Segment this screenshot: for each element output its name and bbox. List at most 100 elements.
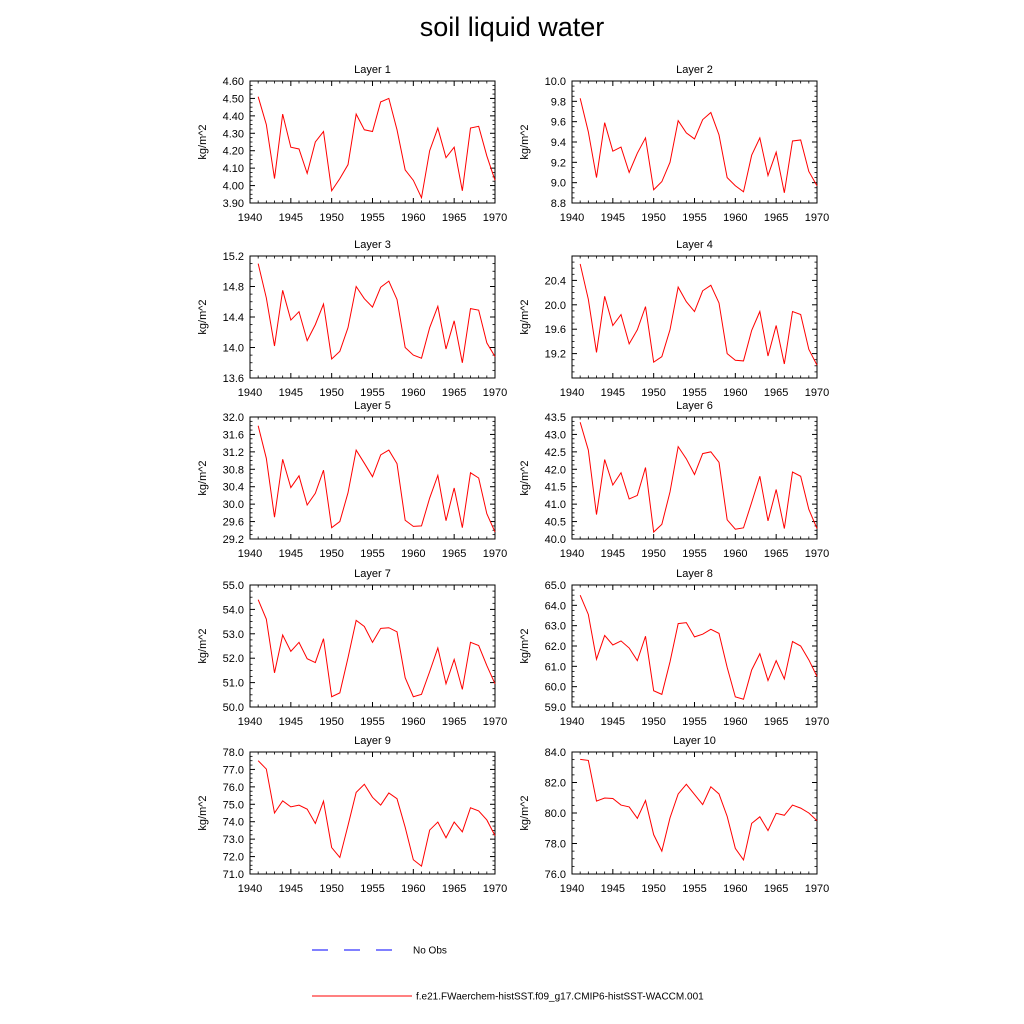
y-axis-label: kg/m^2 <box>197 460 209 495</box>
y-tick-label: 75.0 <box>223 799 244 811</box>
x-tick-label: 1945 <box>279 387 303 399</box>
x-tick-label: 1940 <box>238 387 262 399</box>
y-tick-label: 53.0 <box>223 629 244 641</box>
x-tick-label: 1965 <box>764 212 788 224</box>
x-tick-label: 1970 <box>483 212 507 224</box>
x-tick-label: 1960 <box>723 716 747 728</box>
panel-layer-3: Layer 3 kg/m^2 1940 1945 1950 1955 1960 1965 197… <box>197 239 507 399</box>
y-tick-label: 51.0 <box>223 678 244 690</box>
series-line <box>257 760 496 868</box>
x-tick-label: 1960 <box>401 548 425 560</box>
y-tick-label: 20.4 <box>545 275 566 287</box>
y-tick-label: 4.50 <box>223 93 244 105</box>
y-tick-label: 62.0 <box>545 641 566 653</box>
y-axis-label: kg/m^2 <box>519 124 531 159</box>
x-tick-label: 1950 <box>641 716 665 728</box>
x-tick-label: 1965 <box>764 548 788 560</box>
x-tick-label: 1945 <box>601 387 625 399</box>
panel-title: Layer 9 <box>354 735 391 747</box>
panel-title: Layer 3 <box>354 239 391 251</box>
plot-frame <box>571 416 818 540</box>
x-tick-label: 1970 <box>805 212 829 224</box>
x-tick-label: 1965 <box>442 387 466 399</box>
y-tick-label: 40.5 <box>545 517 566 529</box>
x-tick-label: 1970 <box>483 716 507 728</box>
x-tick-label: 1945 <box>601 883 625 895</box>
panel-layer-7: Layer 7 kg/m^2 1940 1945 1950 1955 1960 1965 197… <box>197 568 507 728</box>
y-axis-label: kg/m^2 <box>197 795 209 830</box>
y-tick-label: 15.2 <box>223 251 244 263</box>
series-line <box>579 422 818 534</box>
x-tick-label: 1955 <box>682 548 706 560</box>
y-tick-label: 14.0 <box>223 343 244 355</box>
panel-layer-2: Layer 2 kg/m^2 1940 1945 1950 1955 1960 1965 197… <box>519 64 829 224</box>
x-tick-label: 1955 <box>360 548 384 560</box>
x-tick-label: 1955 <box>682 716 706 728</box>
y-tick-label: 74.0 <box>223 817 244 829</box>
x-tick-label: 1940 <box>560 548 584 560</box>
x-tick-label: 1970 <box>483 387 507 399</box>
series-line <box>257 96 496 200</box>
y-tick-label: 52.0 <box>223 653 244 665</box>
x-tick-label: 1940 <box>238 883 262 895</box>
panel-layer-10: Layer 10 kg/m^2 1940 1945 1950 1955 1960 1965 19… <box>519 735 829 895</box>
panel-title: Layer 6 <box>676 400 713 412</box>
x-tick-label: 1955 <box>682 212 706 224</box>
x-tick-label: 1970 <box>805 883 829 895</box>
x-tick-label: 1945 <box>279 212 303 224</box>
y-tick-label: 9.4 <box>551 137 566 149</box>
x-tick-label: 1945 <box>601 212 625 224</box>
series-line <box>579 263 818 366</box>
panel-title: Layer 4 <box>676 239 713 251</box>
plot-frame <box>571 584 818 708</box>
y-tick-label: 19.2 <box>545 349 566 361</box>
x-tick-label: 1940 <box>560 212 584 224</box>
series-line <box>257 599 496 698</box>
panel-title: Layer 8 <box>676 568 713 580</box>
x-tick-label: 1955 <box>682 387 706 399</box>
y-tick-label: 4.10 <box>223 163 244 175</box>
y-axis-label: kg/m^2 <box>519 795 531 830</box>
y-tick-label: 31.6 <box>223 429 244 441</box>
x-tick-label: 1965 <box>764 716 788 728</box>
x-tick-label: 1955 <box>360 883 384 895</box>
y-tick-label: 71.0 <box>223 869 244 881</box>
y-tick-label: 4.40 <box>223 111 244 123</box>
y-tick-label: 29.2 <box>223 534 244 546</box>
y-tick-label: 80.0 <box>545 808 566 820</box>
y-tick-label: 30.8 <box>223 464 244 476</box>
x-tick-label: 1960 <box>723 548 747 560</box>
y-tick-label: 72.0 <box>223 852 244 864</box>
x-tick-label: 1960 <box>723 387 747 399</box>
x-tick-label: 1970 <box>483 548 507 560</box>
y-tick-label: 42.5 <box>545 447 566 459</box>
y-tick-label: 59.0 <box>545 702 566 714</box>
x-tick-label: 1950 <box>641 883 665 895</box>
x-tick-label: 1955 <box>682 883 706 895</box>
y-tick-label: 14.4 <box>223 312 244 324</box>
plot-frame <box>249 80 496 204</box>
y-tick-label: 9.2 <box>551 157 566 169</box>
plot-frame <box>571 255 818 379</box>
y-tick-label: 40.0 <box>545 534 566 546</box>
y-tick-label: 50.0 <box>223 702 244 714</box>
y-tick-label: 10.0 <box>545 76 566 88</box>
x-tick-label: 1965 <box>442 716 466 728</box>
y-tick-label: 14.8 <box>223 282 244 294</box>
y-tick-label: 61.0 <box>545 661 566 673</box>
y-tick-label: 13.6 <box>223 373 244 385</box>
x-tick-label: 1960 <box>401 212 425 224</box>
x-tick-label: 1945 <box>279 716 303 728</box>
series-line <box>579 594 818 700</box>
y-axis-label: kg/m^2 <box>197 299 209 334</box>
x-tick-label: 1970 <box>805 716 829 728</box>
x-tick-label: 1955 <box>360 387 384 399</box>
x-tick-label: 1960 <box>401 387 425 399</box>
x-tick-label: 1965 <box>764 883 788 895</box>
y-tick-label: 76.0 <box>223 782 244 794</box>
y-tick-label: 9.6 <box>551 117 566 129</box>
x-tick-label: 1945 <box>279 548 303 560</box>
y-tick-label: 54.0 <box>223 604 244 616</box>
x-tick-label: 1965 <box>442 212 466 224</box>
